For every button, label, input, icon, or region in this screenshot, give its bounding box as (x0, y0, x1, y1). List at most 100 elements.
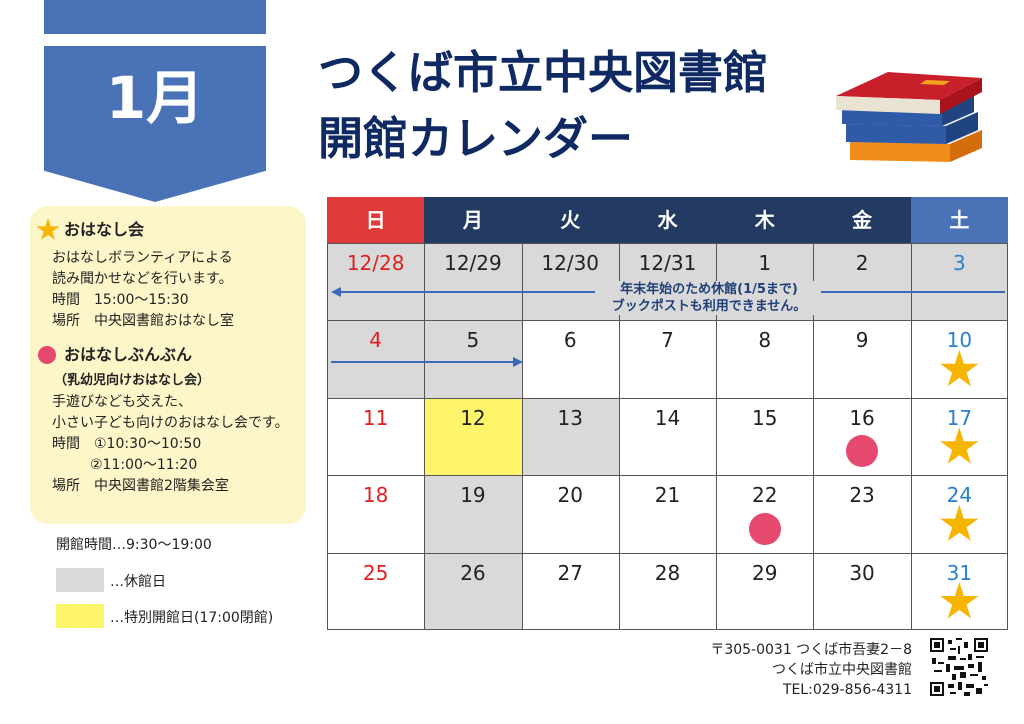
star-icon (36, 218, 60, 240)
grid-line (1007, 243, 1008, 630)
weekday-header: 水 (618, 197, 717, 243)
day-number: 14 (654, 405, 681, 430)
calendar-day[interactable]: 27 (522, 553, 619, 630)
calendar-day[interactable]: 12/28 (327, 243, 425, 321)
day-number: 16 (849, 405, 875, 430)
day-number: 29 (752, 560, 778, 585)
calendar-day[interactable]: 25 (327, 553, 424, 630)
pink-dot-icon (38, 346, 56, 364)
day-number: 12/28 (346, 251, 405, 275)
pink-dot-icon (846, 435, 879, 468)
grid-line (327, 397, 1008, 399)
calendar-day[interactable]: 8 (716, 320, 813, 397)
bunbun-time: ②11:00～11:20 (90, 457, 198, 473)
calendar-day[interactable]: 2 (813, 243, 911, 321)
bunbun-subheading: （乳幼児向けおはなし会） (54, 373, 211, 388)
calendar-day[interactable]: 23 (813, 475, 910, 552)
qr-code-icon[interactable] (930, 638, 988, 696)
day-number: 27 (557, 560, 583, 585)
legend-special-swatch (56, 604, 104, 628)
page-subtitle: 開館カレンダー (318, 112, 634, 165)
day-number: 19 (460, 483, 486, 508)
opening-hours: 開館時間…9:30～19:00 (56, 537, 212, 553)
footer-library-name: つくば市立中央図書館 (772, 662, 912, 678)
day-number: 12 (460, 405, 486, 430)
day-number: 22 (752, 483, 778, 508)
day-number: 1 (758, 251, 772, 275)
calendar-day[interactable]: 16 (813, 398, 910, 475)
calendar-day[interactable]: 6 (522, 320, 619, 397)
calendar-day[interactable]: 4 (327, 320, 425, 398)
grid-line (327, 629, 1008, 630)
calendar-day[interactable]: 26 (424, 552, 522, 630)
day-number: 20 (557, 483, 583, 508)
day-number: 21 (654, 483, 681, 508)
day-number: 24 (946, 483, 973, 508)
story-time-heading: おはなし会 (64, 220, 145, 239)
day-number: 15 (752, 405, 778, 430)
calendar-day[interactable]: 7 (619, 320, 716, 397)
calendar-day[interactable]: 20 (522, 475, 619, 552)
day-number: 30 (849, 560, 875, 585)
calendar-day[interactable]: 12/29 (424, 243, 522, 321)
arrow-head-right (513, 357, 523, 367)
calendar-day[interactable]: 18 (327, 475, 424, 552)
calendar-day[interactable]: 13 (521, 397, 619, 476)
books-icon (836, 72, 982, 162)
calendar-day[interactable]: 19 (424, 475, 522, 553)
grid-line (327, 552, 1008, 554)
month-banner (44, 46, 266, 202)
day-number: 5 (466, 328, 480, 353)
calendar-day[interactable]: 11 (327, 398, 424, 475)
calendar-day[interactable]: 24 (911, 475, 1008, 552)
day-number: 11 (362, 405, 389, 430)
closed-notice-line1: 年末年始のため休館(1/5まで) (620, 282, 798, 297)
day-number: 25 (362, 560, 389, 585)
story-time-place: 場所 中央図書館おはなし室 (52, 313, 234, 329)
calendar-day[interactable]: 17 (911, 398, 1008, 475)
day-number: 13 (557, 405, 583, 430)
calendar-day[interactable]: 10 (911, 320, 1008, 397)
footer-address: 〒305-0031 つくば市吾妻2－8 (710, 642, 912, 658)
day-number: 18 (362, 483, 389, 508)
grid-line (716, 243, 718, 630)
grid-line (327, 243, 1008, 244)
calendar-day[interactable]: 28 (619, 553, 716, 630)
story-time-time: 時間 15:00～15:30 (52, 292, 189, 308)
calendar-day[interactable]: 3 (910, 243, 1008, 321)
calendar-day[interactable]: 12 (424, 397, 522, 476)
calendar-day[interactable]: 31 (911, 553, 1008, 630)
calendar-day[interactable]: 29 (716, 553, 813, 630)
legend-closed-swatch (56, 568, 104, 592)
closed-notice-line2: ブックポストも利用できません。 (611, 299, 807, 314)
calendar-day[interactable]: 30 (813, 553, 910, 630)
day-number: 7 (661, 328, 674, 353)
event-info-box: おはなし会 おはなしボランティアによる 読み聞かせなどを行います。 時間 15:… (30, 206, 306, 524)
day-number: 4 (369, 328, 382, 353)
grid-line (618, 243, 620, 630)
calendar-day[interactable]: 14 (619, 398, 716, 475)
grid-line (327, 320, 1008, 322)
day-number: 28 (654, 560, 681, 585)
weekday-header: 土 (910, 197, 1008, 243)
day-number: 31 (946, 560, 973, 585)
calendar-day[interactable]: 9 (813, 320, 910, 397)
bunbun-line: 手遊びなども交えた、 (52, 394, 192, 410)
calendar-day[interactable]: 15 (716, 398, 813, 475)
calendar-grid: 日月火水木金土 12/28 12/29 12/30 12/31 1 2 3 4 5 6 7 8 9 10 11… (327, 197, 1008, 630)
closure-arrows (331, 287, 1005, 367)
day-number: 26 (460, 560, 486, 585)
calendar-day[interactable]: 5 (424, 320, 522, 398)
grid-line (813, 243, 815, 630)
calendar-day[interactable]: 21 (619, 475, 716, 552)
grid-line (327, 475, 1008, 477)
calendar-day[interactable]: 22 (716, 475, 813, 552)
story-time-line: 読み聞かせなどを行います。 (52, 271, 233, 287)
day-number: 10 (946, 328, 973, 353)
weekday-header: 木 (716, 197, 814, 243)
page-title: つくば市立中央図書館 (318, 46, 769, 99)
day-number: 17 (946, 405, 973, 430)
day-number: 9 (855, 328, 869, 353)
grid-line (424, 243, 426, 630)
day-number: 12/29 (444, 251, 502, 275)
